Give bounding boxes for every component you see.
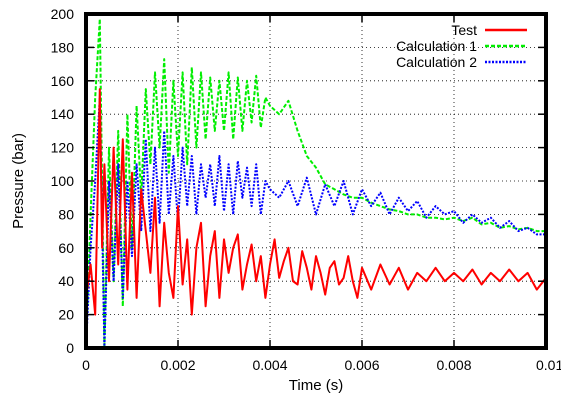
- x-axis-title: Time (s): [289, 377, 343, 394]
- y-tick-label: 120: [51, 140, 75, 156]
- y-tick-label: 20: [58, 307, 74, 323]
- x-tick-label: 0.006: [344, 357, 379, 373]
- y-tick-label: 140: [51, 106, 75, 122]
- series-line-2: [85, 96, 546, 349]
- x-tick-label: 0.004: [252, 357, 287, 373]
- x-tick-label: 0.002: [160, 357, 195, 373]
- legend-label: Test: [451, 22, 477, 38]
- y-tick-label: 100: [51, 173, 75, 189]
- y-tick-label: 40: [58, 273, 74, 289]
- y-tick-label: 200: [51, 6, 75, 22]
- y-tick-label: 160: [51, 73, 75, 89]
- series-line-1: [85, 18, 546, 349]
- legend-label: Calculation 1: [396, 38, 477, 54]
- legend-label: Calculation 2: [396, 54, 477, 70]
- series-line-0: [85, 88, 547, 316]
- y-tick-label: 60: [58, 240, 74, 256]
- x-tick-label: 0.008: [436, 357, 471, 373]
- plot-frame: [84, 12, 548, 350]
- x-tick-label: 0: [82, 357, 90, 373]
- y-tick-label: 80: [58, 206, 74, 222]
- x-tick-label: 0.01: [536, 357, 561, 373]
- y-tick-labels: 0 20 40 60 80 100 120 140 160 180 200: [51, 6, 75, 356]
- y-tick-label: 0: [66, 340, 74, 356]
- series-lines: [85, 18, 547, 349]
- grid-lines: [86, 14, 546, 348]
- y-axis-title: Pressure (bar): [10, 133, 27, 229]
- x-tick-labels: 0 0.002 0.004 0.006 0.008 0.01: [82, 357, 561, 373]
- y-tick-label: 180: [51, 39, 75, 55]
